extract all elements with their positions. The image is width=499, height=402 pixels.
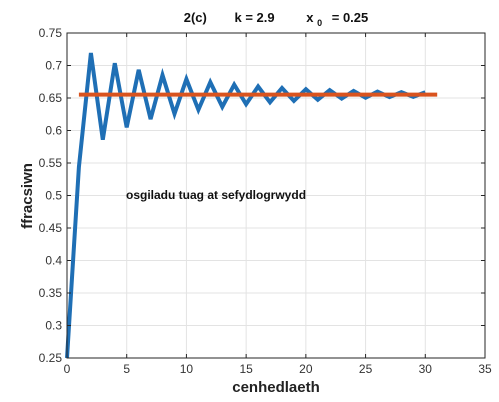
- y-tick-label: 0.65: [39, 91, 63, 105]
- title-x0-subscript: 0: [317, 18, 322, 28]
- x-tick-label: 20: [299, 362, 313, 376]
- y-tick-label: 0.5: [45, 189, 62, 203]
- y-tick-label: 0.45: [39, 221, 63, 235]
- y-tick-label: 0.25: [39, 351, 63, 365]
- x-axis-title: cenhedlaeth: [232, 379, 320, 396]
- x-tick-label: 0: [64, 362, 71, 376]
- title-label: 2(c): [184, 10, 207, 25]
- y-tick-label: 0.7: [45, 59, 62, 73]
- y-axis-title: ffracsiwn: [19, 163, 36, 229]
- y-tick-label: 0.4: [45, 254, 62, 268]
- annotation-text: osgiladu tuag at sefydlogrwydd: [126, 188, 306, 202]
- title-k: k = 2.9: [234, 10, 274, 25]
- y-tick-label: 0.6: [45, 124, 62, 138]
- y-tick-label: 0.75: [39, 26, 63, 40]
- x-tick-label: 35: [478, 362, 492, 376]
- series-line-oscillation: [65, 52, 427, 359]
- x-tick-label: 10: [180, 362, 194, 376]
- title-x0-symbol: x: [306, 10, 314, 25]
- y-tick-label: 0.3: [45, 319, 62, 333]
- chart-title: 2(c) k = 2.9 x 0 = 0.25: [184, 10, 369, 29]
- x-tick-label: 5: [123, 362, 130, 376]
- x-tick-label: 30: [419, 362, 433, 376]
- title-x0-value: = 0.25: [332, 10, 369, 25]
- x-tick-label: 25: [359, 362, 373, 376]
- series-layer: [65, 52, 438, 359]
- ticks: 0 5 10 15 20 25 30 35 0.25 0.3 0.35 0.4 0.45 0.5 0.55 0…: [39, 26, 492, 376]
- y-tick-label: 0.35: [39, 286, 63, 300]
- x-tick-label: 15: [239, 362, 253, 376]
- y-tick-label: 0.55: [39, 156, 63, 170]
